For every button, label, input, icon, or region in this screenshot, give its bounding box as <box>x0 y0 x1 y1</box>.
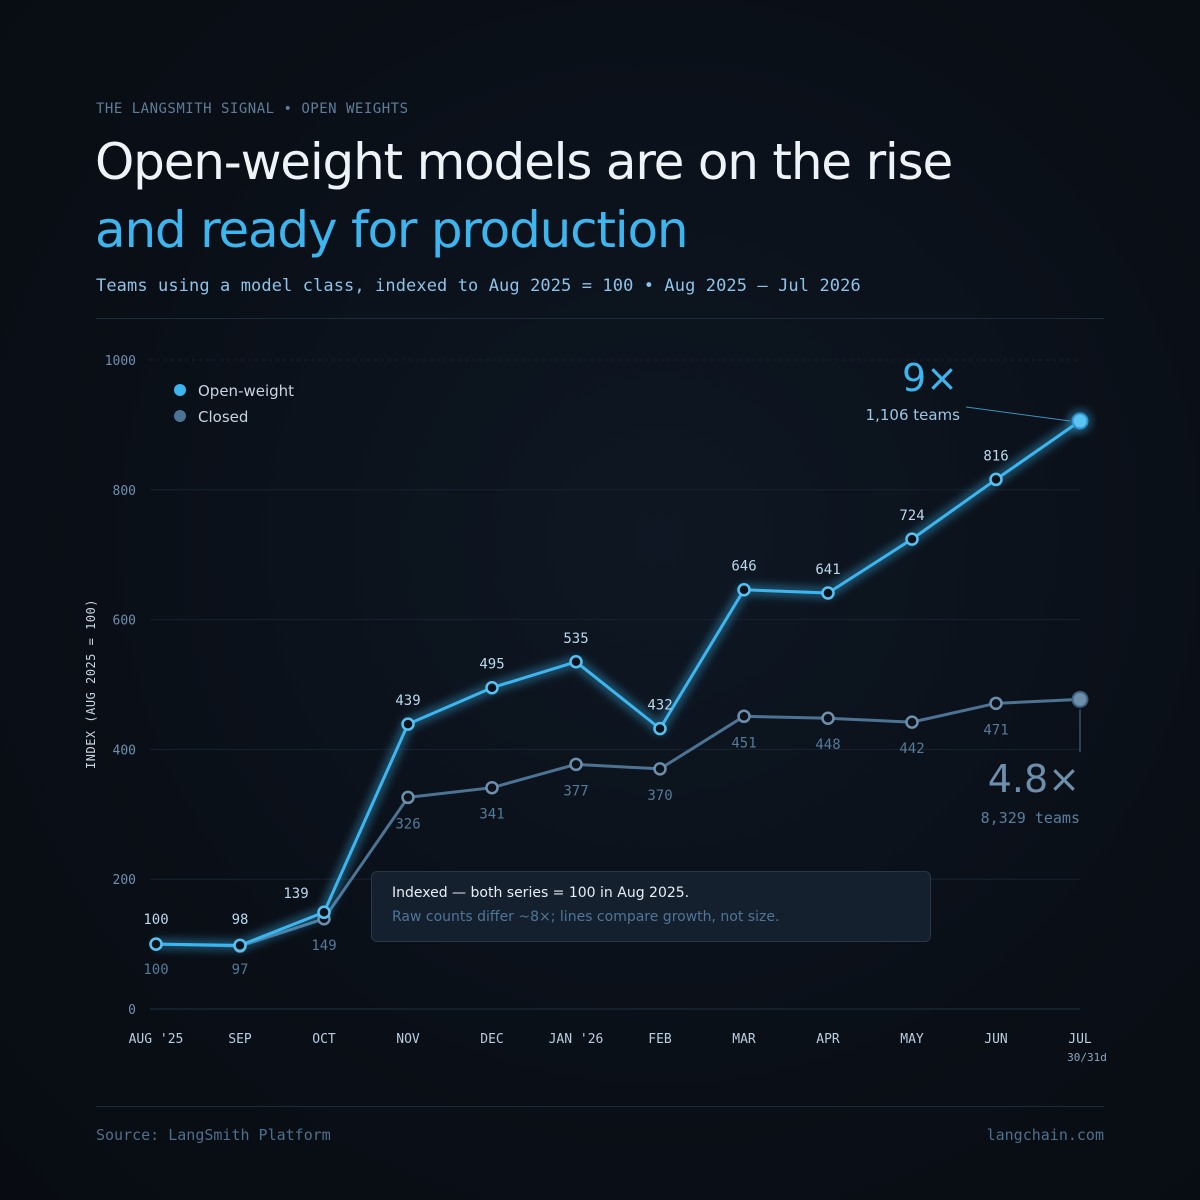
page-title-highlight: and ready for production <box>95 201 689 259</box>
data-label-open: 646 <box>731 559 756 575</box>
data-label-open: 439 <box>395 693 420 709</box>
y-tick-label: 600 <box>113 614 136 629</box>
data-label-open: 816 <box>983 448 1008 464</box>
x-tick-label: OCT <box>312 1032 336 1047</box>
data-point-open <box>569 655 583 669</box>
data-label-open: 495 <box>479 657 504 673</box>
note-line-1: Indexed — both series = 100 in Aug 2025. <box>392 885 690 901</box>
x-tick-label: JAN '26 <box>549 1032 604 1047</box>
x-tick-label: SEP <box>228 1032 252 1047</box>
open-team-count: 1,106 teams <box>866 406 961 424</box>
open-multiplier: 9× <box>902 356 958 400</box>
data-point-open <box>485 680 499 695</box>
data-point-open <box>905 532 919 546</box>
y-tick-label: 200 <box>113 873 136 888</box>
data-point-closed <box>653 762 667 776</box>
divider-bottom <box>96 1106 1104 1107</box>
data-point-closed <box>401 790 415 805</box>
y-tick-label: 800 <box>113 484 136 499</box>
indexed-note: Indexed — both series = 100 in Aug 2025.… <box>371 871 931 942</box>
data-label-closed: 341 <box>479 807 504 823</box>
legend-swatch <box>174 410 186 422</box>
x-tick-note: 30/31d <box>1067 1051 1107 1064</box>
data-label-open: 100 <box>143 912 168 928</box>
closed-multiplier: 4.8× <box>988 757 1080 801</box>
data-label-closed: 451 <box>731 735 756 751</box>
data-label-open: 535 <box>563 631 588 647</box>
series-line-open <box>155 419 1081 947</box>
x-tick-label: NOV <box>396 1032 420 1047</box>
data-point-open <box>317 905 331 920</box>
legend-label: Open-weight <box>198 382 294 400</box>
data-point-open <box>149 937 163 951</box>
x-tick-label: FEB <box>648 1032 672 1047</box>
note-line-2: Raw counts differ ~8×; lines compare gro… <box>392 909 780 925</box>
y-axis-label: INDEX (AUG 2025 = 100) <box>84 599 98 769</box>
data-point-closed <box>821 711 835 725</box>
eyebrow: THE LANGSMITH SIGNAL • OPEN WEIGHTS <box>96 101 409 117</box>
data-label-open: 432 <box>647 698 672 714</box>
source-credit: Source: LangSmith Platform <box>96 1126 331 1144</box>
data-point-closed <box>737 709 751 724</box>
data-label-closed: 100 <box>143 962 168 978</box>
open-annotation-leader <box>965 406 1071 422</box>
data-point-open <box>989 472 1003 487</box>
data-label-closed: 377 <box>563 783 588 799</box>
x-tick-label: MAY <box>900 1032 924 1047</box>
legend-swatch <box>174 384 186 396</box>
data-label-closed: 448 <box>815 737 840 753</box>
x-tick-label: DEC <box>480 1032 503 1047</box>
data-label-closed: 471 <box>983 722 1008 738</box>
data-label-closed: 326 <box>395 816 420 832</box>
x-tick-label: AUG '25 <box>129 1032 184 1047</box>
legend-label: Closed <box>198 408 248 426</box>
data-point-open <box>821 586 835 600</box>
data-label-closed: 149 <box>311 938 336 954</box>
data-point-open-end <box>1071 412 1089 430</box>
x-tick-label: MAR <box>732 1032 756 1047</box>
data-label-closed: 370 <box>647 788 672 804</box>
data-label-closed: 442 <box>899 741 924 757</box>
data-point-closed <box>485 780 499 795</box>
divider-top <box>96 318 1104 319</box>
data-label-open: 139 <box>283 886 308 902</box>
x-tick-label: JUN <box>984 1032 1007 1047</box>
series-glow-open <box>155 416 1084 952</box>
y-tick-label: 0 <box>128 1003 136 1018</box>
page-title: Open-weight models are on the rise <box>95 133 953 191</box>
y-tick-label: 400 <box>113 743 136 758</box>
page-subtitle: Teams using a model class, indexed to Au… <box>96 276 861 296</box>
data-label-open: 641 <box>815 562 840 578</box>
x-tick-label: APR <box>816 1032 840 1047</box>
data-point-closed-end <box>1071 690 1089 708</box>
x-tick-label: JUL <box>1068 1032 1092 1047</box>
data-label-closed: 97 <box>232 962 249 978</box>
site-link[interactable]: langchain.com <box>986 1126 1104 1144</box>
data-label-open: 98 <box>232 912 249 928</box>
data-point-open <box>233 938 247 953</box>
data-point-closed <box>569 757 583 772</box>
data-point-open <box>737 582 751 597</box>
data-point-open <box>401 717 415 731</box>
data-point-open <box>653 721 667 736</box>
data-point-closed <box>989 696 1003 711</box>
data-label-open: 724 <box>899 508 924 524</box>
closed-team-count: 8,329 teams <box>981 809 1080 827</box>
data-point-closed <box>905 715 919 729</box>
y-tick-label: 1000 <box>105 354 136 369</box>
